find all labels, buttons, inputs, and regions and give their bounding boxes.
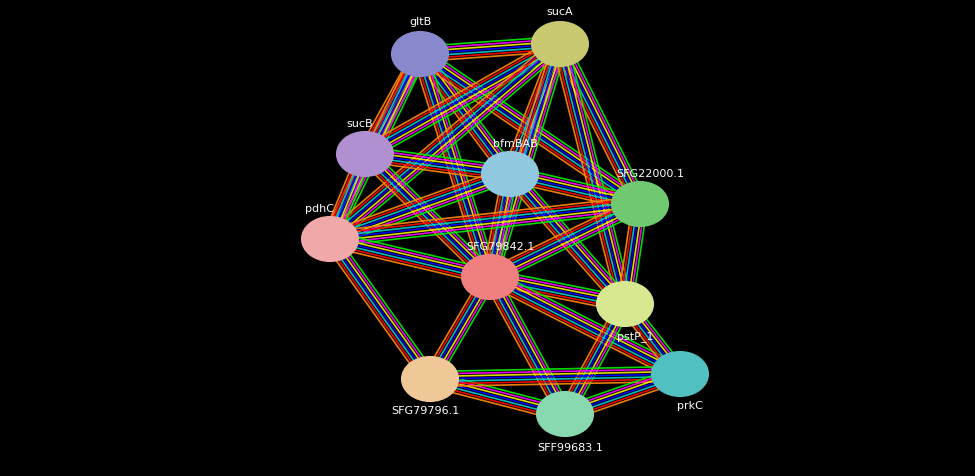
Text: sucB: sucB	[347, 119, 373, 129]
Text: pstP_1: pstP_1	[617, 330, 653, 341]
Ellipse shape	[302, 218, 358, 261]
Ellipse shape	[402, 357, 458, 401]
Ellipse shape	[612, 183, 668, 227]
Ellipse shape	[652, 352, 708, 396]
Ellipse shape	[462, 256, 518, 299]
Ellipse shape	[537, 392, 593, 436]
Ellipse shape	[532, 23, 588, 67]
Text: sucA: sucA	[547, 7, 573, 17]
Text: gltB: gltB	[409, 17, 431, 27]
Text: bfmBAB: bfmBAB	[492, 139, 537, 149]
Ellipse shape	[597, 282, 653, 327]
Ellipse shape	[337, 133, 393, 177]
Text: SFG22000.1: SFG22000.1	[616, 169, 684, 178]
Ellipse shape	[482, 153, 538, 197]
Text: SFG79796.1: SFG79796.1	[391, 405, 459, 415]
Text: SFG79842.1: SFG79842.1	[466, 241, 534, 251]
Text: SFF99683.1: SFF99683.1	[537, 442, 603, 452]
Ellipse shape	[392, 33, 448, 77]
Text: prkC: prkC	[677, 400, 703, 410]
Text: pdhC: pdhC	[305, 204, 334, 214]
